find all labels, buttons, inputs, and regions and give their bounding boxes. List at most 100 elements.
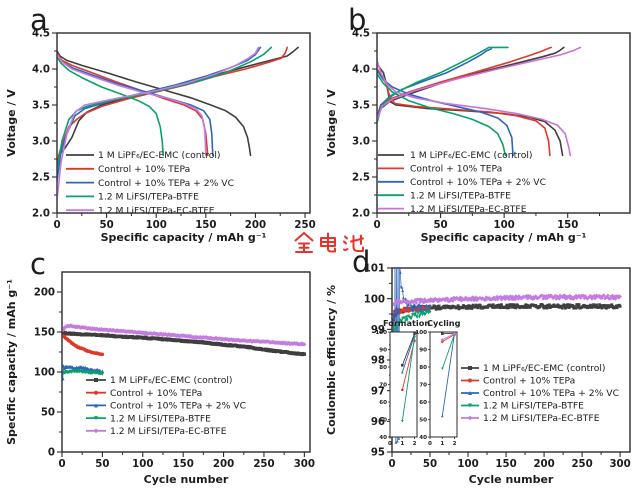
svg-text:90: 90 [419, 348, 427, 354]
series-c [62, 323, 307, 381]
svg-text:300: 300 [294, 459, 315, 470]
svg-text:Formation: Formation [383, 318, 430, 328]
legend-b: 1 M LiPF₆/EC-EMC (control) Control + 10% … [378, 150, 546, 215]
panel-label-d: d [352, 245, 371, 279]
svg-text:0: 0 [48, 448, 55, 459]
svg-text:70: 70 [379, 383, 387, 389]
svg-text:Specific capacity / mAh g⁻¹: Specific capacity / mAh g⁻¹ [101, 231, 267, 244]
full-cell-annotation-glyphs [294, 232, 364, 253]
svg-text:60: 60 [419, 400, 427, 406]
svg-text:4.0: 4.0 [32, 65, 50, 76]
coulombic-efficiency-chart-d: 0 50 100 150 200 250 3009596979899100101Cycle … [325, 264, 631, 486]
svg-text:1.2 M LiFSI/TEPa-EC-BTFE: 1.2 M LiFSI/TEPa-EC-BTFE [98, 205, 215, 216]
voltage-capacity-chart-b: 0 50 100 150 2.0 2.5 3.0 3.5 4.0 4.5 Specific capa… [325, 29, 631, 244]
svg-text:200: 200 [245, 220, 266, 231]
svg-text:98: 98 [371, 356, 385, 367]
svg-text:300: 300 [609, 459, 630, 470]
svg-text:150: 150 [495, 459, 516, 470]
legend-a: 1 M LiPF₆/EC-EMC (control) Control + 10% … [66, 150, 234, 216]
svg-text:1.2 M LiFSI/TEPa-EC-BTFE: 1.2 M LiFSI/TEPa-EC-BTFE [110, 426, 227, 437]
svg-text:4.5: 4.5 [32, 29, 50, 40]
svg-text:0: 0 [373, 220, 380, 231]
svg-text:Control + 10% TEPa: Control + 10% TEPa [410, 164, 502, 175]
svg-text:50: 50 [95, 459, 109, 470]
svg-text:100: 100 [494, 220, 515, 231]
svg-text:50: 50 [41, 408, 55, 419]
axes-c: 0 50 100 150 200 250 300 0 50 100 150 200 Cycle numb… [5, 271, 315, 486]
svg-text:0: 0 [58, 459, 65, 470]
svg-text:100: 100 [146, 220, 167, 231]
inset-cycling: Cycling 40 50 60 70 80 90 100 0 1 2 [415, 318, 460, 447]
svg-text:Specific capacity / mAh g⁻¹: Specific capacity / mAh g⁻¹ [421, 231, 587, 244]
svg-text:250: 250 [294, 220, 315, 231]
svg-text:99: 99 [371, 325, 385, 336]
panel-label-c: c [30, 247, 46, 281]
svg-text:80: 80 [419, 365, 427, 371]
svg-text:Control + 10% TEPa + 2% VC: Control + 10% TEPa + 2% VC [110, 401, 246, 412]
svg-text:Cycle number: Cycle number [469, 473, 554, 486]
svg-text:150: 150 [557, 220, 578, 231]
svg-text:100: 100 [415, 330, 427, 336]
svg-text:2: 2 [453, 441, 457, 447]
svg-text:100: 100 [364, 294, 385, 305]
svg-text:1.2 M LiFSI/TEPa-BTFE: 1.2 M LiFSI/TEPa-BTFE [483, 401, 584, 412]
inset-formation: Formation 40 50 60 70 80 90 100 0 1 2 [375, 318, 430, 447]
svg-text:1.2 M LiFSI/TEPa-EC-BTFE: 1.2 M LiFSI/TEPa-EC-BTFE [410, 204, 527, 215]
svg-text:90: 90 [379, 348, 387, 354]
svg-text:1.2 M LiFSI/TEPa-BTFE: 1.2 M LiFSI/TEPa-BTFE [98, 192, 199, 203]
svg-text:2.0: 2.0 [32, 209, 50, 220]
axes-d: 0 50 100 150 200 250 3009596979899100101Cycle … [325, 264, 631, 486]
full-cell-annotation [292, 230, 368, 256]
svg-text:50: 50 [100, 220, 114, 231]
svg-text:1.2 M LiFSI/TEPa-BTFE: 1.2 M LiFSI/TEPa-BTFE [110, 413, 211, 424]
svg-text:1 M LiPF₆/EC-EMC (control): 1 M LiPF₆/EC-EMC (control) [98, 150, 221, 161]
svg-text:101: 101 [364, 264, 385, 275]
svg-text:Voltage / V: Voltage / V [325, 89, 338, 157]
svg-text:70: 70 [419, 383, 427, 389]
svg-text:1 M LiPF₆/EC-EMC (control): 1 M LiPF₆/EC-EMC (control) [110, 375, 233, 386]
svg-text:50: 50 [379, 418, 387, 424]
svg-text:2.5: 2.5 [352, 173, 370, 184]
svg-text:60: 60 [379, 400, 387, 406]
svg-text:100: 100 [375, 330, 387, 336]
svg-text:0: 0 [388, 459, 395, 470]
svg-text:3.0: 3.0 [32, 137, 50, 148]
svg-text:50: 50 [423, 459, 437, 470]
svg-text:4.5: 4.5 [352, 29, 370, 40]
svg-text:95: 95 [371, 448, 385, 459]
svg-text:100: 100 [457, 459, 478, 470]
svg-text:1 M LiPF₆/EC-EMC (control): 1 M LiPF₆/EC-EMC (control) [410, 150, 533, 161]
svg-text:80: 80 [379, 365, 387, 371]
svg-text:2.5: 2.5 [32, 173, 50, 184]
svg-text:200: 200 [533, 459, 554, 470]
svg-text:1: 1 [440, 441, 444, 447]
svg-text:1.2 M LiFSI/TEPa-BTFE: 1.2 M LiFSI/TEPa-BTFE [410, 190, 511, 201]
svg-text:Control + 10% TEPa + 2% VC: Control + 10% TEPa + 2% VC [98, 178, 234, 189]
axes-b: 0 50 100 150 2.0 2.5 3.0 3.5 4.0 4.5 Specific capa… [325, 29, 631, 244]
svg-text:0: 0 [428, 441, 432, 447]
svg-text:97: 97 [371, 386, 385, 397]
svg-text:Specific capacity / mAh g⁻¹: Specific capacity / mAh g⁻¹ [5, 279, 18, 445]
svg-text:200: 200 [34, 288, 55, 299]
voltage-capacity-chart-a: 0 50 100 150 200 250 2.0 2.5 3.0 3.5 4.0 4.5 Specifi… [5, 29, 316, 244]
svg-text:250: 250 [571, 459, 592, 470]
svg-text:40: 40 [419, 435, 427, 441]
svg-text:40: 40 [379, 435, 387, 441]
svg-text:Cycle number: Cycle number [144, 473, 229, 486]
svg-text:3.5: 3.5 [352, 101, 370, 112]
svg-text:96: 96 [371, 417, 385, 428]
svg-text:Control + 10% TEPa: Control + 10% TEPa [98, 164, 190, 175]
svg-text:150: 150 [195, 220, 216, 231]
svg-text:Voltage / V: Voltage / V [5, 89, 18, 157]
svg-text:Control + 10% TEPa + 2% VC: Control + 10% TEPa + 2% VC [483, 388, 619, 399]
capacity-cycling-chart-c: 0 50 100 150 200 250 300 0 50 100 150 200 Cycle numb… [5, 271, 315, 486]
series-a [57, 46, 299, 201]
svg-text:Control + 10% TEPa: Control + 10% TEPa [110, 388, 202, 399]
legend-d: 1 M LiPF₆/EC-EMC (control) Control + 10% … [461, 363, 619, 424]
svg-text:Control + 10% TEPa + 2% VC: Control + 10% TEPa + 2% VC [410, 177, 546, 188]
svg-text:250: 250 [253, 459, 274, 470]
series-b [377, 46, 582, 157]
svg-text:1: 1 [400, 441, 404, 447]
svg-text:200: 200 [213, 459, 234, 470]
panel-label-a: a [30, 3, 48, 37]
